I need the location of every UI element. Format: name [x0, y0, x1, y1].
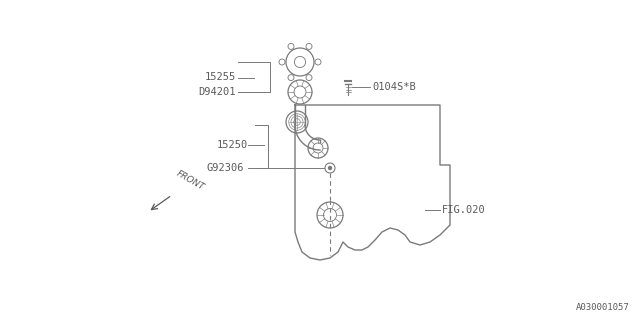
Text: FIG.020: FIG.020: [442, 205, 486, 215]
Text: 15255: 15255: [205, 72, 236, 82]
Text: 0104S*B: 0104S*B: [372, 82, 416, 92]
Text: 15250: 15250: [217, 140, 248, 150]
Circle shape: [328, 166, 332, 170]
Text: D94201: D94201: [198, 87, 236, 97]
Text: G92306: G92306: [207, 163, 244, 173]
Text: FRONT: FRONT: [175, 169, 206, 192]
Text: A030001057: A030001057: [576, 303, 630, 312]
